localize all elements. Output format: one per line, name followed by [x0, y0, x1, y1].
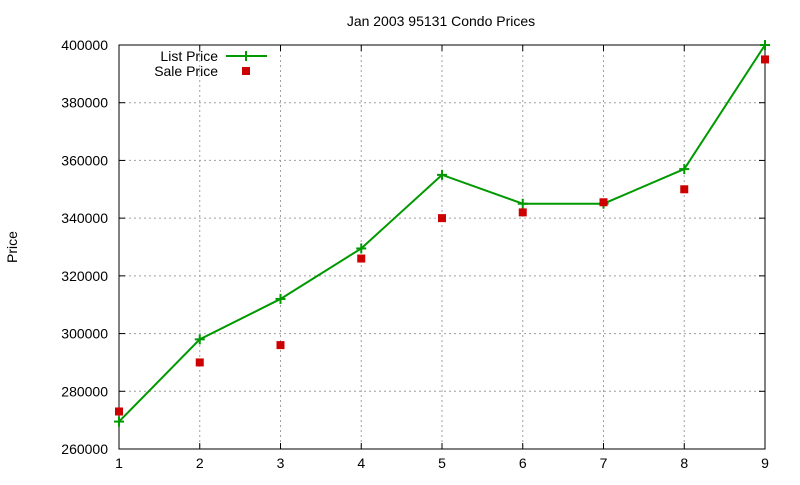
data-point — [114, 416, 124, 427]
y-tick-label: 380000 — [61, 95, 108, 111]
data-point — [356, 243, 367, 254]
data-point — [276, 341, 285, 350]
legend-swatch-marker — [241, 51, 251, 61]
data-point — [115, 407, 123, 416]
data-point — [680, 185, 689, 194]
x-tick-label: 8 — [680, 455, 688, 471]
x-tick-label: 5 — [438, 455, 446, 471]
x-tick-label: 1 — [115, 455, 123, 471]
data-point — [761, 55, 769, 64]
y-tick-label: 300000 — [61, 326, 108, 342]
y-tick-label: 320000 — [61, 268, 108, 284]
grid — [119, 45, 765, 449]
plot-border — [118, 44, 766, 450]
legend-swatch-marker — [242, 67, 250, 75]
x-tick-label: 4 — [357, 455, 365, 471]
chart-title: Jan 2003 95131 Condo Prices — [347, 13, 535, 29]
y-tick-label: 280000 — [61, 383, 108, 399]
data-point — [438, 214, 446, 223]
x-tick-label: 7 — [600, 455, 608, 471]
data-point — [599, 198, 608, 207]
y-tick-label: 400000 — [61, 37, 108, 53]
x-tick-label: 2 — [196, 455, 204, 471]
data-point — [275, 293, 286, 304]
data-point — [194, 334, 205, 345]
x-tick-label: 6 — [519, 455, 527, 471]
data-point — [437, 169, 447, 180]
series-1 — [115, 55, 769, 416]
legend-label: Sale Price — [154, 63, 218, 79]
legend-label: List Price — [160, 48, 218, 64]
y-tick-label: 260000 — [61, 441, 108, 457]
y-axis-label: Price — [4, 231, 20, 263]
series-0 — [114, 40, 770, 427]
axes: 1 2 3 4 5 6 7 8 9 260000 280000 300000 320000 340000 3… — [61, 37, 769, 471]
data-point — [357, 254, 366, 263]
x-tick-label: 3 — [277, 455, 285, 471]
x-tick-label: 9 — [761, 455, 769, 471]
data-point — [760, 40, 770, 50]
data-point — [195, 358, 204, 367]
y-tick-label: 340000 — [61, 210, 108, 226]
data-point — [679, 164, 690, 175]
series-layer — [114, 40, 770, 427]
y-tick-label: 360000 — [61, 152, 108, 168]
data-point — [517, 198, 528, 209]
data-point — [518, 208, 527, 217]
